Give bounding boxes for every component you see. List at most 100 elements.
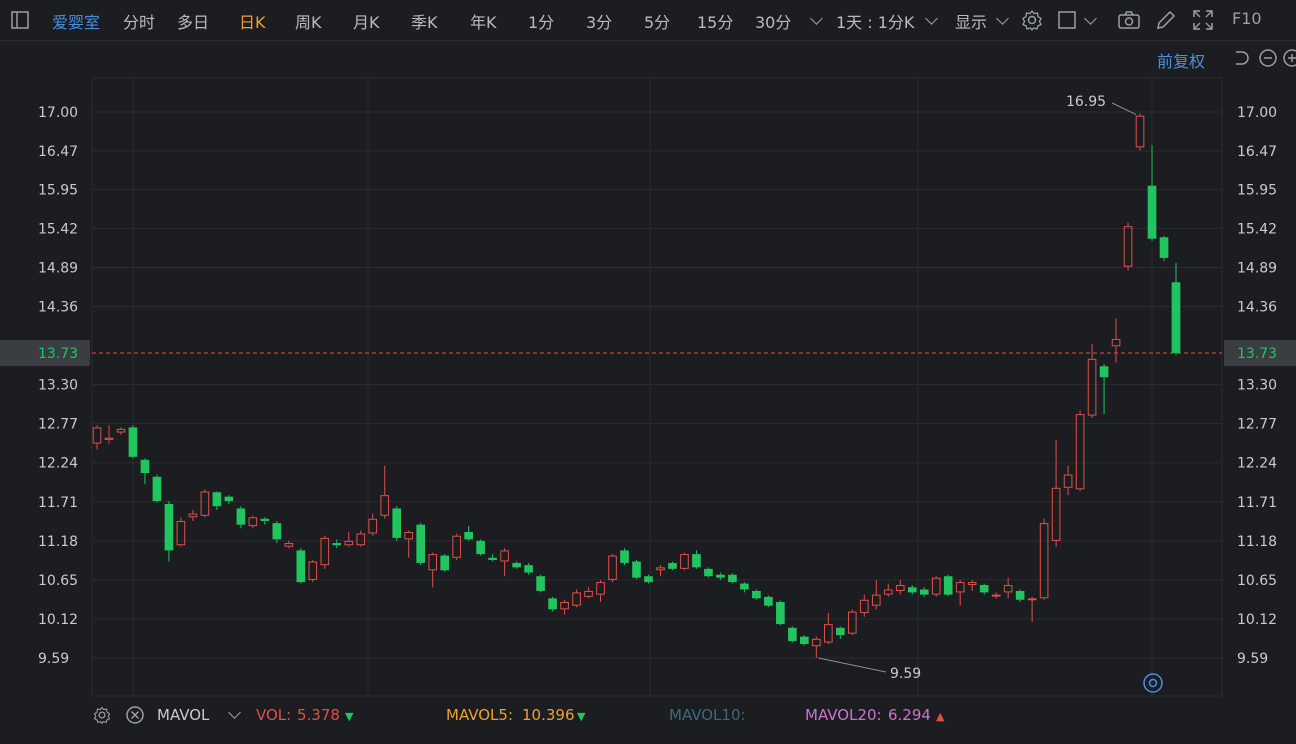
color-swatch-icon[interactable] xyxy=(1056,8,1080,32)
candle xyxy=(1111,318,1121,363)
candle-body-up xyxy=(572,592,581,606)
candle-body-up xyxy=(680,554,689,569)
zoom-in-icon[interactable] xyxy=(1282,48,1296,68)
candle-body-up xyxy=(380,495,390,516)
candle xyxy=(1015,589,1025,602)
candle-body-down xyxy=(272,523,282,540)
tab-monthly-k[interactable]: 月K xyxy=(353,13,380,32)
right-tick-label: 10.65 xyxy=(1237,573,1277,589)
tab-yearly-k[interactable]: 年K xyxy=(470,13,497,32)
candle xyxy=(979,583,989,595)
candle xyxy=(608,554,617,583)
mavol10-label: MAVOL10: xyxy=(669,706,746,724)
candle-body-up xyxy=(608,555,617,580)
candle xyxy=(919,587,929,597)
candlestick-chart[interactable]: 17.00 16.47 15.95 15.42 14.89 14.36 13.73 13.30… xyxy=(0,40,1296,700)
tab-1min[interactable]: 1分 xyxy=(528,13,555,32)
candle xyxy=(272,520,282,544)
candle xyxy=(895,579,905,595)
candle xyxy=(260,517,270,525)
zoom-out-icon[interactable] xyxy=(1258,48,1278,68)
candle xyxy=(991,592,1001,599)
current-price-tag-left-bg xyxy=(0,339,90,366)
candle-body-down xyxy=(668,562,677,569)
candle-body-up xyxy=(1051,487,1061,541)
candle-body-down xyxy=(236,508,246,525)
more-periods-chevron-icon[interactable] xyxy=(810,12,823,25)
candle xyxy=(1063,465,1073,496)
display-chevron-icon[interactable] xyxy=(996,12,1009,25)
candle xyxy=(476,539,485,556)
candle-body-down xyxy=(704,568,713,577)
candle-body-down xyxy=(716,574,725,578)
candle-body-down xyxy=(224,496,234,502)
price-adjust-toggle[interactable]: 前复权 xyxy=(1157,52,1206,71)
candle xyxy=(692,550,701,569)
left-tick-label: 16.47 xyxy=(38,144,78,160)
candle-body-up xyxy=(812,638,821,647)
candle xyxy=(776,600,785,626)
candle-body-up xyxy=(320,537,330,566)
tab-3min[interactable]: 3分 xyxy=(586,13,613,32)
tab-5min[interactable]: 5分 xyxy=(644,13,671,32)
candle-body-down xyxy=(548,598,557,610)
candle-body-up xyxy=(1087,358,1097,416)
candle xyxy=(728,573,737,584)
candle xyxy=(428,552,438,588)
tab-intraday[interactable]: 分时 xyxy=(123,13,156,32)
candle xyxy=(176,517,186,547)
tab-multi-day[interactable]: 多日 xyxy=(177,13,210,32)
right-tick-label: 13.30 xyxy=(1237,378,1277,394)
sidebar-toggle-icon[interactable] xyxy=(8,8,32,32)
indicator-close-icon[interactable] xyxy=(125,705,145,725)
at-sign-icon[interactable] xyxy=(1143,673,1163,693)
pencil-icon[interactable] xyxy=(1154,8,1178,32)
right-tick-label: 12.77 xyxy=(1237,417,1277,433)
candle xyxy=(464,526,473,541)
candle xyxy=(500,548,509,577)
annotations: 16.95 9.59 xyxy=(818,94,1137,682)
indicator-chevron-icon[interactable] xyxy=(228,706,241,719)
fullscreen-icon[interactable] xyxy=(1191,8,1215,32)
candle xyxy=(308,560,318,583)
candle-body-up xyxy=(92,427,102,444)
tab-15min[interactable]: 15分 xyxy=(697,13,734,32)
gear-icon[interactable] xyxy=(1020,8,1044,32)
f10-button[interactable]: F10 xyxy=(1232,9,1262,28)
candle xyxy=(512,561,521,569)
candle-body-up xyxy=(356,533,366,546)
tab-daily-k[interactable]: 日K xyxy=(239,13,266,32)
display-menu[interactable]: 显示 xyxy=(955,13,988,32)
candle xyxy=(368,513,378,536)
candle xyxy=(212,491,222,510)
tab-30min[interactable]: 30分 xyxy=(755,13,792,32)
candle xyxy=(632,560,641,580)
candle-body-up xyxy=(116,428,126,433)
tab-quarterly-k[interactable]: 季K xyxy=(411,13,438,32)
candle-body-down xyxy=(128,427,138,457)
candle xyxy=(704,567,713,578)
candle xyxy=(1087,344,1097,418)
indicator-settings-gear-icon[interactable] xyxy=(92,705,112,725)
candle xyxy=(1099,364,1109,415)
low-annotation-leader xyxy=(818,657,887,673)
tab-weekly-k[interactable]: 周K xyxy=(295,13,322,32)
swatch-chevron-icon[interactable] xyxy=(1084,12,1097,25)
candle xyxy=(1051,439,1061,547)
indicator-name[interactable]: MAVOL xyxy=(157,706,210,724)
stock-name[interactable]: 爱婴室 xyxy=(52,13,101,32)
candle xyxy=(1171,263,1181,356)
candle-body-down xyxy=(1015,590,1025,600)
left-tick-label: 10.65 xyxy=(38,573,78,589)
undo-icon[interactable] xyxy=(1230,48,1250,68)
camera-icon[interactable] xyxy=(1117,8,1141,32)
mavol5-down-arrow-icon: ▼ xyxy=(577,710,586,723)
period-chevron-icon[interactable] xyxy=(925,12,938,25)
candle xyxy=(931,576,941,597)
period-select[interactable]: 1天 : 1分K xyxy=(836,13,915,32)
candle-body-up xyxy=(955,582,965,593)
candle xyxy=(416,523,426,566)
mavol5-label: MAVOL5: xyxy=(446,706,514,724)
candle-body-down xyxy=(212,492,222,507)
candle xyxy=(1075,410,1085,491)
